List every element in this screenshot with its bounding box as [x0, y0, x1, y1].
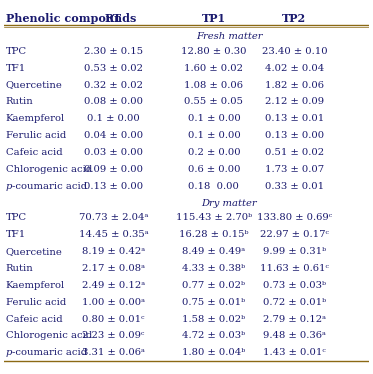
Text: 0.13 ± 0.00: 0.13 ± 0.00 — [84, 182, 143, 191]
Text: 0.13 ± 0.01: 0.13 ± 0.01 — [265, 114, 324, 123]
Text: 0.13 ± 0.00: 0.13 ± 0.00 — [265, 131, 324, 140]
Text: 9.48 ± 0.36ᵃ: 9.48 ± 0.36ᵃ — [263, 331, 326, 340]
Text: 1.60 ± 0.02: 1.60 ± 0.02 — [184, 64, 244, 73]
Text: 9.99 ± 0.31ᵇ: 9.99 ± 0.31ᵇ — [263, 247, 326, 256]
Text: 2.12 ± 0.09: 2.12 ± 0.09 — [265, 97, 324, 106]
Text: 0.2 ± 0.00: 0.2 ± 0.00 — [188, 148, 240, 157]
Text: -coumaric acid: -coumaric acid — [12, 182, 87, 191]
Text: 0.03 ± 0.00: 0.03 ± 0.00 — [84, 148, 143, 157]
Text: 0.72 ± 0.01ᵇ: 0.72 ± 0.01ᵇ — [263, 298, 326, 307]
Text: 8.49 ± 0.49ᵃ: 8.49 ± 0.49ᵃ — [182, 247, 245, 256]
Text: 8.19 ± 0.42ᵃ: 8.19 ± 0.42ᵃ — [82, 247, 145, 256]
Text: Dry matter: Dry matter — [202, 199, 257, 208]
Text: 70.73 ± 2.04ᵃ: 70.73 ± 2.04ᵃ — [79, 214, 148, 223]
Text: TP1: TP1 — [202, 13, 226, 24]
Text: 1.58 ± 0.02ᵇ: 1.58 ± 0.02ᵇ — [182, 315, 245, 324]
Text: TPC: TPC — [6, 214, 27, 223]
Text: TF1: TF1 — [6, 230, 26, 239]
Text: 2.17 ± 0.08ᵃ: 2.17 ± 0.08ᵃ — [82, 264, 145, 273]
Text: TPC: TPC — [6, 47, 27, 56]
Text: -coumaric acid: -coumaric acid — [12, 348, 87, 357]
Text: 23.40 ± 0.10: 23.40 ± 0.10 — [261, 47, 327, 56]
Text: 0.55 ± 0.05: 0.55 ± 0.05 — [184, 97, 244, 106]
Text: 22.97 ± 0.17ᶜ: 22.97 ± 0.17ᶜ — [260, 230, 329, 239]
Text: 11.63 ± 0.61ᶜ: 11.63 ± 0.61ᶜ — [260, 264, 329, 273]
Text: 0.08 ± 0.00: 0.08 ± 0.00 — [84, 97, 143, 106]
Text: 0.18  0.00: 0.18 0.00 — [188, 182, 239, 191]
Text: Kaempferol: Kaempferol — [6, 114, 65, 123]
Text: 115.43 ± 2.70ᵇ: 115.43 ± 2.70ᵇ — [176, 214, 252, 223]
Text: 0.1 ± 0.00: 0.1 ± 0.00 — [188, 114, 240, 123]
Text: 4.72 ± 0.03ᵇ: 4.72 ± 0.03ᵇ — [182, 331, 245, 340]
Text: 1.73 ± 0.07: 1.73 ± 0.07 — [265, 165, 324, 174]
Text: Cafeic acid: Cafeic acid — [6, 148, 62, 157]
Text: Ferulic acid: Ferulic acid — [6, 131, 66, 140]
Text: 1.00 ± 0.00ᵃ: 1.00 ± 0.00ᵃ — [82, 298, 145, 307]
Text: Fresh matter: Fresh matter — [196, 32, 263, 41]
Text: 1.80 ± 0.04ᵇ: 1.80 ± 0.04ᵇ — [182, 348, 245, 357]
Text: 0.1 ± 0.00: 0.1 ± 0.00 — [188, 131, 240, 140]
Text: p: p — [6, 182, 12, 191]
Text: 16.28 ± 0.15ᵇ: 16.28 ± 0.15ᵇ — [179, 230, 249, 239]
Text: Chlorogenic acid: Chlorogenic acid — [6, 331, 92, 340]
Text: 0.73 ± 0.03ᵇ: 0.73 ± 0.03ᵇ — [263, 281, 326, 290]
Text: 0.75 ± 0.01ᵇ: 0.75 ± 0.01ᵇ — [182, 298, 245, 307]
Text: TF1: TF1 — [6, 64, 26, 73]
Text: 0.6 ± 0.00: 0.6 ± 0.00 — [188, 165, 240, 174]
Text: 0.09 ± 0.00: 0.09 ± 0.00 — [84, 165, 143, 174]
Text: Ferulic acid: Ferulic acid — [6, 298, 66, 307]
Text: Cafeic acid: Cafeic acid — [6, 315, 62, 324]
Text: 12.80 ± 0.30: 12.80 ± 0.30 — [181, 47, 247, 56]
Text: 0.80 ± 0.01ᶜ: 0.80 ± 0.01ᶜ — [82, 315, 145, 324]
Text: 0.77 ± 0.02ᵇ: 0.77 ± 0.02ᵇ — [182, 281, 245, 290]
Text: 2.30 ± 0.15: 2.30 ± 0.15 — [84, 47, 143, 56]
Text: 14.45 ± 0.35ᵃ: 14.45 ± 0.35ᵃ — [79, 230, 148, 239]
Text: Rutin: Rutin — [6, 97, 33, 106]
Text: 0.51 ± 0.02: 0.51 ± 0.02 — [265, 148, 324, 157]
Text: 3.31 ± 0.06ᵃ: 3.31 ± 0.06ᵃ — [82, 348, 145, 357]
Text: 2.79 ± 0.12ᵃ: 2.79 ± 0.12ᵃ — [263, 315, 326, 324]
Text: 1.43 ± 0.01ᶜ: 1.43 ± 0.01ᶜ — [263, 348, 326, 357]
Text: 2.23 ± 0.09ᶜ: 2.23 ± 0.09ᶜ — [82, 331, 145, 340]
Text: TP2: TP2 — [282, 13, 306, 24]
Text: 0.33 ± 0.01: 0.33 ± 0.01 — [265, 182, 324, 191]
Text: 1.82 ± 0.06: 1.82 ± 0.06 — [265, 80, 324, 89]
Text: 0.1 ± 0.00: 0.1 ± 0.00 — [87, 114, 140, 123]
Text: 4.33 ± 0.38ᵇ: 4.33 ± 0.38ᵇ — [182, 264, 245, 273]
Text: 0.04 ± 0.00: 0.04 ± 0.00 — [84, 131, 143, 140]
Text: Rutin: Rutin — [6, 264, 33, 273]
Text: 4.02 ± 0.04: 4.02 ± 0.04 — [265, 64, 324, 73]
Text: Kaempferol: Kaempferol — [6, 281, 65, 290]
Text: 2.49 ± 0.12ᵃ: 2.49 ± 0.12ᵃ — [82, 281, 145, 290]
Text: p: p — [6, 348, 12, 357]
Text: RT: RT — [105, 13, 122, 24]
Text: 0.32 ± 0.02: 0.32 ± 0.02 — [84, 80, 143, 89]
Text: 1.08 ± 0.06: 1.08 ± 0.06 — [184, 80, 244, 89]
Text: Quercetine: Quercetine — [6, 247, 62, 256]
Text: 0.53 ± 0.02: 0.53 ± 0.02 — [84, 64, 143, 73]
Text: 133.80 ± 0.69ᶜ: 133.80 ± 0.69ᶜ — [257, 214, 332, 223]
Text: Quercetine: Quercetine — [6, 80, 62, 89]
Text: Phenolic compounds: Phenolic compounds — [6, 13, 136, 24]
Text: Chlorogenic acid: Chlorogenic acid — [6, 165, 92, 174]
